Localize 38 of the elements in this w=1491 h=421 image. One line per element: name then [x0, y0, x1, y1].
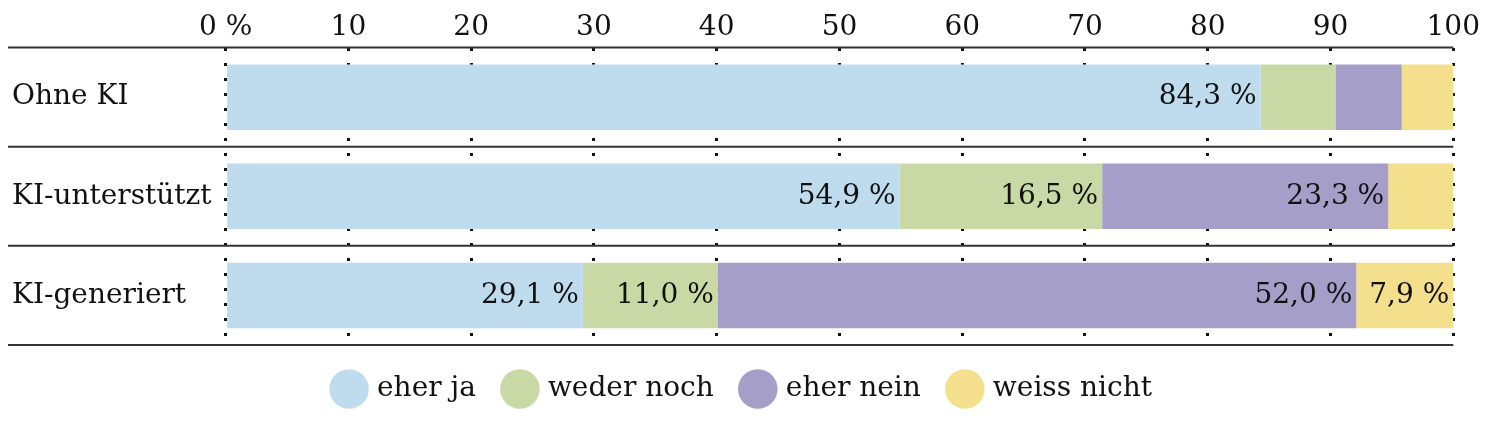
bar	[227, 163, 900, 230]
bar	[582, 262, 718, 329]
x-tick-label: 10	[330, 9, 367, 43]
x-tick-label: 0 %	[198, 9, 253, 43]
x-tick-label: 70	[1067, 9, 1103, 43]
legend-label: eher ja	[377, 370, 476, 404]
legend-label: eher nein	[785, 370, 921, 404]
y-tick-label: KI-unterstützt	[12, 177, 213, 211]
x-tick-label: 90	[1312, 9, 1349, 43]
bar	[227, 64, 1261, 130]
bar	[899, 163, 1103, 230]
x-tick-label: 100	[1426, 9, 1480, 43]
bar	[1401, 64, 1454, 130]
bar	[1356, 262, 1454, 329]
x-tick-label: 20	[453, 9, 489, 43]
data-label: 16,5 %	[1000, 177, 1099, 211]
bar	[1260, 64, 1336, 130]
data-label: 29,1 %	[481, 276, 579, 310]
x-tick-label: 60	[944, 9, 981, 43]
bar	[1102, 163, 1389, 230]
data-label: 23,3 %	[1286, 177, 1385, 211]
bar	[1388, 163, 1454, 230]
x-tick-label: 50	[821, 9, 858, 43]
data-label: 7,9 %	[1369, 276, 1450, 310]
x-tick-label: 80	[1189, 9, 1226, 43]
bar	[1335, 64, 1402, 130]
data-label: 84,3 %	[1158, 78, 1257, 112]
x-tick-label: 30	[576, 9, 612, 43]
data-label: 52,0 %	[1254, 276, 1353, 310]
legend-label: weiss nicht	[992, 370, 1153, 404]
y-tick-label: KI-generiert	[12, 276, 187, 310]
data-label: 54,9 %	[797, 177, 896, 211]
legend-label: weder noch	[547, 370, 714, 404]
x-tick-label: 40	[698, 9, 735, 43]
data-label: 11,0 %	[616, 276, 714, 310]
bar	[227, 262, 583, 329]
bar	[717, 262, 1357, 329]
y-tick-label: Ohne KI	[12, 78, 129, 112]
